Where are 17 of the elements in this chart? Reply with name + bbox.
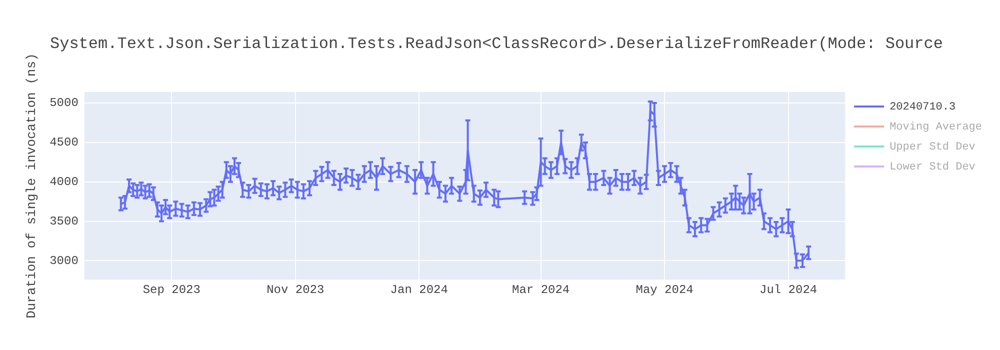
legend-label: Lower Std Dev [890,161,976,174]
y-tick-label: 3000 [50,254,78,268]
legend-label: Upper Std Dev [890,141,976,154]
legend-label: 20240710.3 [890,101,956,114]
x-tick-label: Nov 2023 [266,282,324,297]
y-tick-label: 5000 [50,96,78,110]
chart-title: System.Text.Json.Serialization.Tests.ReadJson<ClassRecord>.DeserializeFromReader(Mode: Source [50,35,943,53]
x-tick-label: Sep 2023 [142,282,200,297]
x-tick-label: May 2024 [636,282,694,297]
x-tick-label: Mar 2024 [512,282,570,297]
y-tick-label: 3500 [50,214,78,228]
y-tick-label: 4000 [50,175,78,190]
x-tick-label: Jan 2024 [390,282,448,297]
y-tick-label: 4500 [50,136,78,150]
y-axis-title: Duration of single invocation (ns) [24,53,40,318]
x-tick-label: Jul 2024 [759,282,818,297]
legend-label: Moving Average [890,121,982,134]
